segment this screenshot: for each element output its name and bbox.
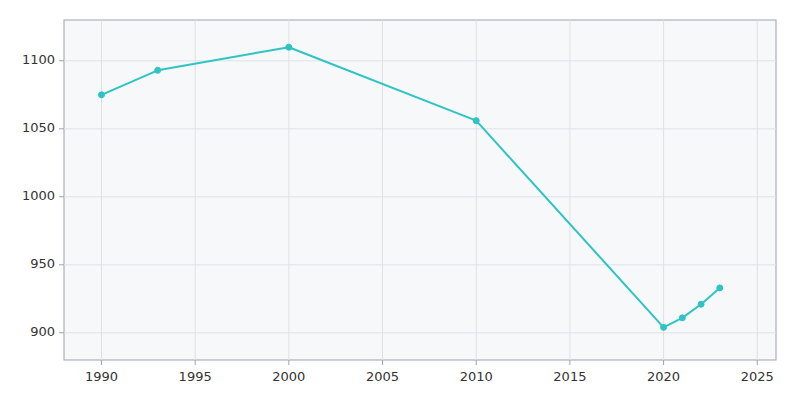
x-tick [569, 360, 570, 365]
x-tick [288, 360, 289, 365]
y-tick-label: 1000 [22, 188, 55, 203]
x-grid-line [476, 20, 477, 360]
y-grid-line [64, 196, 776, 197]
x-tick-label: 2005 [366, 369, 399, 384]
point [679, 315, 685, 321]
x-tick-label: 2015 [553, 369, 586, 384]
x-grid-line [382, 20, 383, 360]
point [661, 324, 667, 330]
y-tick [59, 128, 64, 129]
x-tick-label: 1990 [85, 369, 118, 384]
y-tick [59, 264, 64, 265]
y-tick [59, 332, 64, 333]
chart-svg: 1990 1995 2000 2005 2010 2015 2020 2025 900 950 10… [0, 0, 800, 400]
y-grid-line [64, 264, 776, 265]
y-tick-label: 1050 [22, 120, 55, 135]
x-grid-line [288, 20, 289, 360]
data-layer [98, 44, 722, 330]
x-grid-line [663, 20, 664, 360]
y-tick [59, 196, 64, 197]
y-tick-label: 1100 [22, 52, 55, 67]
plot-frame [64, 20, 776, 360]
grid [64, 20, 776, 360]
x-tick [195, 360, 196, 365]
x-tick [101, 360, 102, 365]
y-tick-label: 950 [30, 256, 55, 271]
x-tick-label: 2025 [741, 369, 774, 384]
x-grid-line [195, 20, 196, 360]
chart-container: 1990 1995 2000 2005 2010 2015 2020 2025 900 950 10… [0, 0, 800, 400]
x-grid-line [101, 20, 102, 360]
x-grid-line [569, 20, 570, 360]
x-tick [382, 360, 383, 365]
point [286, 44, 292, 50]
x-tick-label: 2020 [647, 369, 680, 384]
point [698, 301, 704, 307]
x-grid-line [757, 20, 758, 360]
y-grid-line [64, 332, 776, 333]
x-tick [757, 360, 758, 365]
x-tick-label: 1995 [179, 369, 212, 384]
x-tick [663, 360, 664, 365]
point [717, 285, 723, 291]
y-grid-line [64, 128, 776, 129]
x-tick [476, 360, 477, 365]
x-tick-label: 2010 [460, 369, 493, 384]
y-tick-label: 900 [30, 324, 55, 339]
axes: 1990 1995 2000 2005 2010 2015 2020 2025 900 950 10… [22, 52, 774, 384]
line [101, 47, 719, 327]
y-tick [59, 60, 64, 61]
point [473, 118, 479, 124]
y-grid-line [64, 60, 776, 61]
point [98, 92, 104, 98]
x-tick-label: 2000 [272, 369, 305, 384]
point [155, 67, 161, 73]
